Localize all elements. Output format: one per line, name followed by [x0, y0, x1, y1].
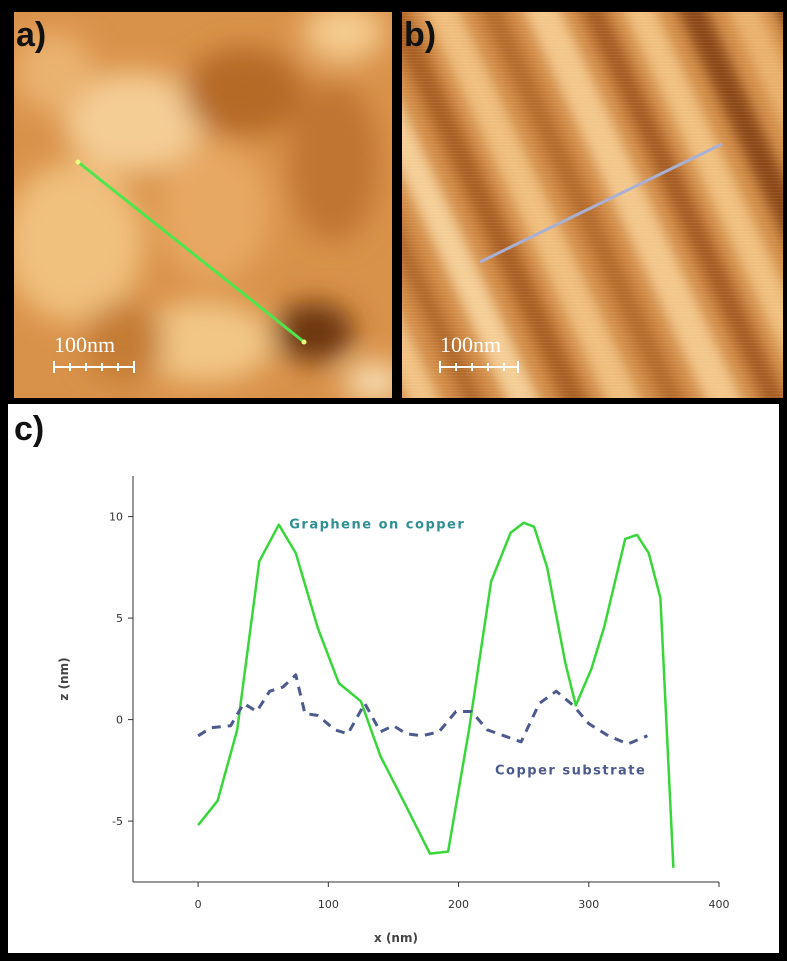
panel-label-b: b)	[404, 16, 437, 54]
panel-label-a: a)	[16, 16, 47, 54]
x-tick-label: 300	[578, 898, 599, 911]
profile-chart-panel: c) 0 100 200 300 400 -5 0 5 10 x (nm) z (nm) Graph…	[8, 404, 779, 953]
x-tick-label: 0	[195, 898, 202, 911]
afm-image-b: b) 100nm	[402, 12, 783, 398]
afm-image-a: a) 100nm	[14, 12, 392, 398]
y-axis-label: z (nm)	[57, 657, 71, 700]
y-tick-label: 5	[116, 612, 123, 625]
scale-bar-b	[439, 361, 519, 373]
x-axis-label: x (nm)	[374, 931, 418, 945]
scale-bar-label-a: 100nm	[54, 332, 116, 357]
afm-texture-b	[402, 12, 783, 398]
x-tick-label: 400	[709, 898, 730, 911]
scale-bar-label-b: 100nm	[440, 332, 502, 357]
y-tick-label: 0	[116, 714, 123, 727]
x-tick-label: 100	[318, 898, 339, 911]
x-tick-label: 200	[448, 898, 469, 911]
panel-label-c: c)	[14, 410, 45, 448]
chart-series	[197, 521, 675, 868]
copper-substrate-line	[197, 673, 648, 746]
graphene-line	[197, 521, 675, 868]
y-tick-label: 10	[109, 511, 123, 524]
profile-chart: 0 100 200 300 400 -5 0 5 10 x (nm) z (nm) Graphene…	[57, 476, 730, 945]
y-tick-label: -5	[112, 815, 123, 828]
scale-bar-a	[53, 361, 135, 373]
chart-axes: 0 100 200 300 400 -5 0 5 10	[109, 476, 730, 911]
afm-texture-a	[14, 12, 392, 398]
profile-line-a	[77, 160, 305, 344]
graphene-annotation: Graphene on copper	[289, 518, 465, 533]
profile-line-b	[479, 142, 723, 264]
chart-labels: x (nm) z (nm) Graphene on copper Copper sub…	[57, 518, 646, 945]
copper-annotation: Copper substrate	[495, 763, 646, 778]
